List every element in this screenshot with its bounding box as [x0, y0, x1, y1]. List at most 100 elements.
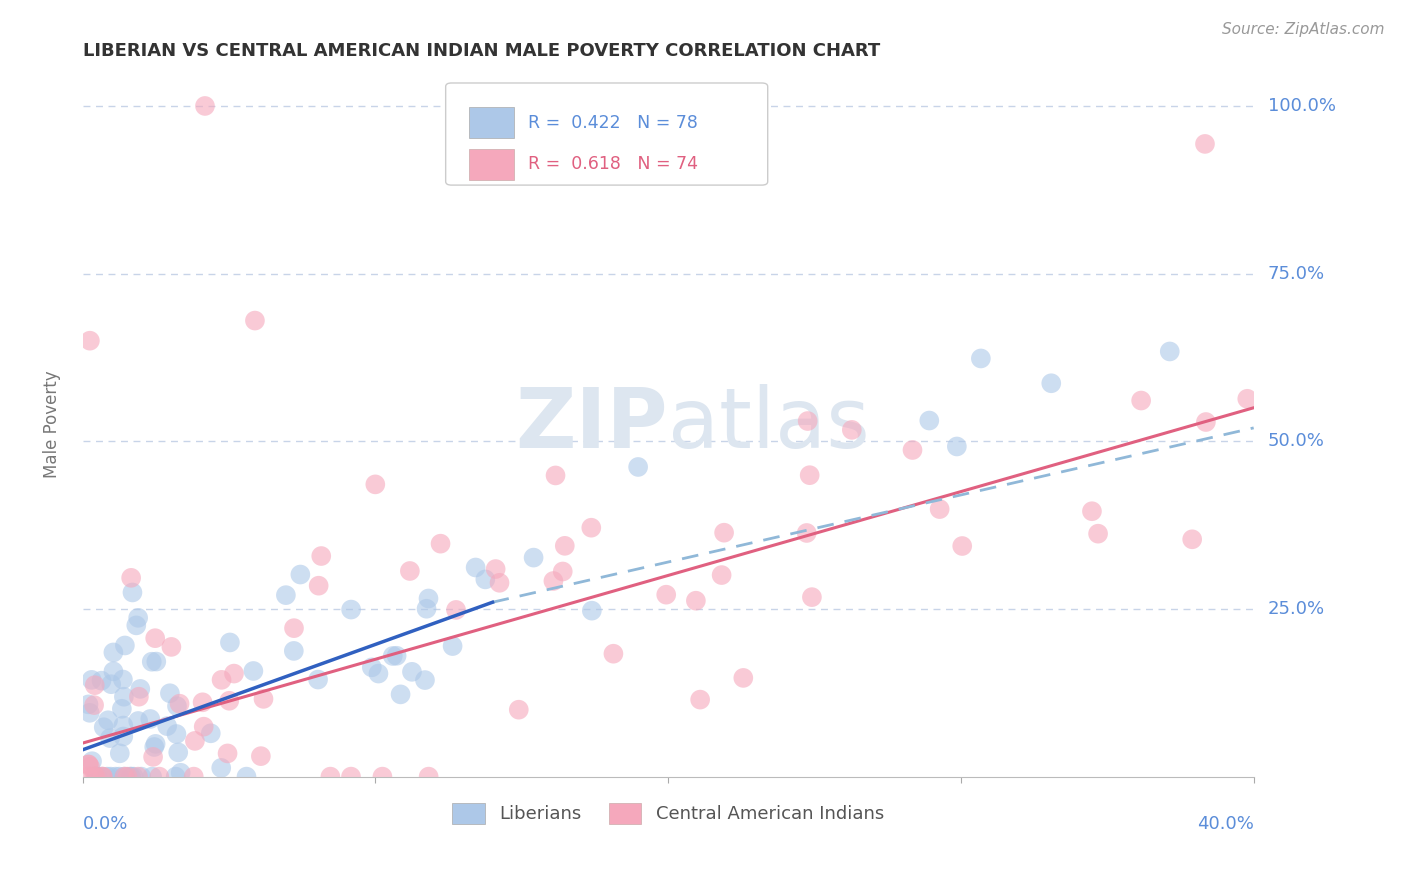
Point [655, 588, 678, 602]
Point [112, 730, 135, 744]
Text: ZIP: ZIP [516, 384, 668, 465]
Text: 50.0%: 50.0% [1268, 433, 1324, 450]
Text: atlas: atlas [668, 384, 870, 465]
Point [290, 567, 312, 582]
Point [141, 770, 163, 784]
Point [1194, 136, 1216, 151]
Point [184, 734, 207, 748]
Point [385, 648, 408, 663]
Point [84, 770, 107, 784]
Point [581, 604, 603, 618]
Text: R =  0.422   N = 78: R = 0.422 N = 78 [527, 113, 697, 132]
Point [689, 692, 711, 706]
Point [543, 574, 565, 588]
Point [194, 99, 217, 113]
Point [508, 703, 530, 717]
Point [122, 770, 145, 784]
Point [79, 334, 101, 348]
Text: 40.0%: 40.0% [1197, 815, 1254, 833]
Point [103, 645, 125, 659]
Point [413, 673, 436, 687]
Point [98, 731, 121, 745]
Text: 100.0%: 100.0% [1268, 97, 1336, 115]
Point [485, 562, 508, 576]
Point [222, 666, 245, 681]
Point [191, 695, 214, 709]
Point [1130, 393, 1153, 408]
Point [79, 760, 101, 774]
Point [796, 526, 818, 541]
Point [796, 414, 818, 428]
Point [83, 770, 105, 784]
Point [627, 459, 650, 474]
Point [127, 611, 149, 625]
Point [111, 702, 134, 716]
Point [121, 585, 143, 599]
Point [159, 686, 181, 700]
Point [129, 681, 152, 696]
Point [242, 664, 264, 678]
Point [381, 648, 404, 663]
Point [91, 770, 114, 784]
Point [96, 770, 118, 784]
Point [841, 423, 863, 437]
Point [544, 468, 567, 483]
Point [114, 639, 136, 653]
Point [83, 698, 105, 712]
Point [309, 549, 332, 563]
Point [80, 673, 103, 687]
Point [800, 590, 823, 604]
Point [554, 539, 576, 553]
Point [1181, 533, 1204, 547]
Point [111, 673, 134, 687]
Point [367, 666, 389, 681]
Point [160, 640, 183, 654]
Point [209, 761, 232, 775]
Point [120, 770, 142, 784]
Point [243, 313, 266, 327]
Point [918, 413, 941, 427]
Point [415, 601, 437, 615]
Point [120, 571, 142, 585]
Point [93, 720, 115, 734]
Point [1236, 392, 1258, 406]
Point [319, 770, 342, 784]
FancyBboxPatch shape [446, 83, 768, 186]
Point [1081, 504, 1104, 518]
Point [1087, 526, 1109, 541]
Point [1040, 376, 1063, 391]
Point [340, 602, 363, 616]
Point [145, 655, 167, 669]
Point [308, 579, 330, 593]
Point [429, 536, 451, 550]
Point [166, 699, 188, 714]
Point [274, 588, 297, 602]
Point [108, 770, 131, 784]
Point [80, 754, 103, 768]
Point [252, 691, 274, 706]
Text: LIBERIAN VS CENTRAL AMERICAN INDIAN MALE POVERTY CORRELATION CHART: LIBERIAN VS CENTRAL AMERICAN INDIAN MALE… [83, 42, 880, 60]
Point [444, 603, 467, 617]
Point [143, 739, 166, 754]
Point [713, 525, 735, 540]
Point [90, 770, 112, 784]
Point [90, 673, 112, 688]
Point [401, 665, 423, 679]
Point [360, 660, 382, 674]
Point [441, 639, 464, 653]
Text: 0.0%: 0.0% [83, 815, 128, 833]
Point [946, 440, 969, 454]
Text: Source: ZipAtlas.com: Source: ZipAtlas.com [1222, 22, 1385, 37]
Point [165, 770, 187, 784]
Point [283, 644, 305, 658]
Text: R =  0.618   N = 74: R = 0.618 N = 74 [527, 155, 697, 173]
Point [364, 477, 387, 491]
Point [340, 770, 363, 784]
Point [77, 757, 100, 772]
Point [970, 351, 993, 366]
Point [127, 714, 149, 728]
Point [120, 770, 142, 784]
Point [418, 591, 440, 606]
Point [77, 757, 100, 772]
Point [581, 521, 603, 535]
